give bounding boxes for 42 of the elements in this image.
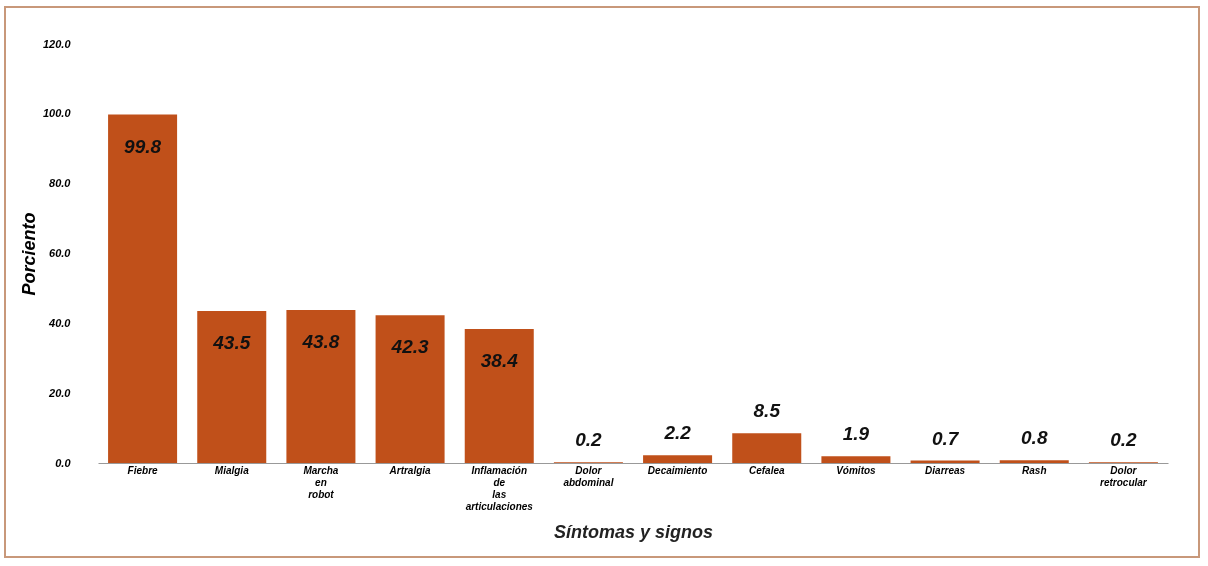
bar — [999, 460, 1069, 463]
data-label: 0.7 — [931, 427, 960, 449]
x-tick-label: Cefalea — [748, 464, 785, 476]
x-tick-label: Decaimiento — [647, 464, 708, 476]
y-tick-label: 20.0 — [48, 386, 72, 399]
y-tick-label: 0.0 — [55, 456, 72, 469]
x-tick-label: Vómitos — [836, 464, 877, 476]
data-label: 0.2 — [575, 429, 603, 451]
x-tick-label: Rash — [1022, 464, 1047, 476]
x-tick-label: Diarreas — [925, 464, 966, 476]
x-tick-label: Artralgia — [388, 464, 432, 476]
bar — [643, 455, 713, 463]
bar — [821, 456, 891, 463]
x-tick-label: Dolor abdominal — [563, 464, 614, 488]
data-label: 1.9 — [842, 423, 870, 445]
x-axis-title: Síntomas y signos — [553, 521, 714, 542]
data-label: 0.2 — [1110, 429, 1138, 451]
data-label: 8.5 — [753, 400, 781, 422]
data-label: 0.8 — [1021, 427, 1048, 449]
y-tick-label: 60.0 — [49, 247, 72, 259]
bar — [286, 310, 356, 463]
x-tick-label: Fiebre — [127, 464, 159, 476]
y-axis-title: Porciento — [18, 212, 39, 296]
bar — [197, 311, 267, 463]
bar — [464, 328, 534, 463]
bar — [375, 315, 445, 463]
x-tick-label: Inflamación de las articulaciones — [465, 464, 534, 512]
data-label: 42.3 — [390, 336, 429, 358]
bar — [732, 433, 802, 463]
bar — [108, 114, 178, 463]
y-tick-label: 120.0 — [42, 37, 72, 50]
x-tick-label: Dolor retrocular — [1100, 464, 1148, 488]
data-label: 99.8 — [124, 135, 162, 157]
x-tick-label: Mialgia — [214, 464, 250, 476]
y-tick-label: 40.0 — [48, 316, 72, 329]
data-label: 43.8 — [301, 331, 340, 353]
y-tick-label: 80.0 — [49, 177, 72, 190]
y-tick-label: 100.0 — [42, 107, 72, 120]
data-label: 43.5 — [212, 332, 251, 354]
data-label: 2.2 — [663, 422, 692, 444]
data-label: 38.4 — [480, 349, 519, 371]
x-tick-label: Marcha en robot — [303, 464, 339, 500]
